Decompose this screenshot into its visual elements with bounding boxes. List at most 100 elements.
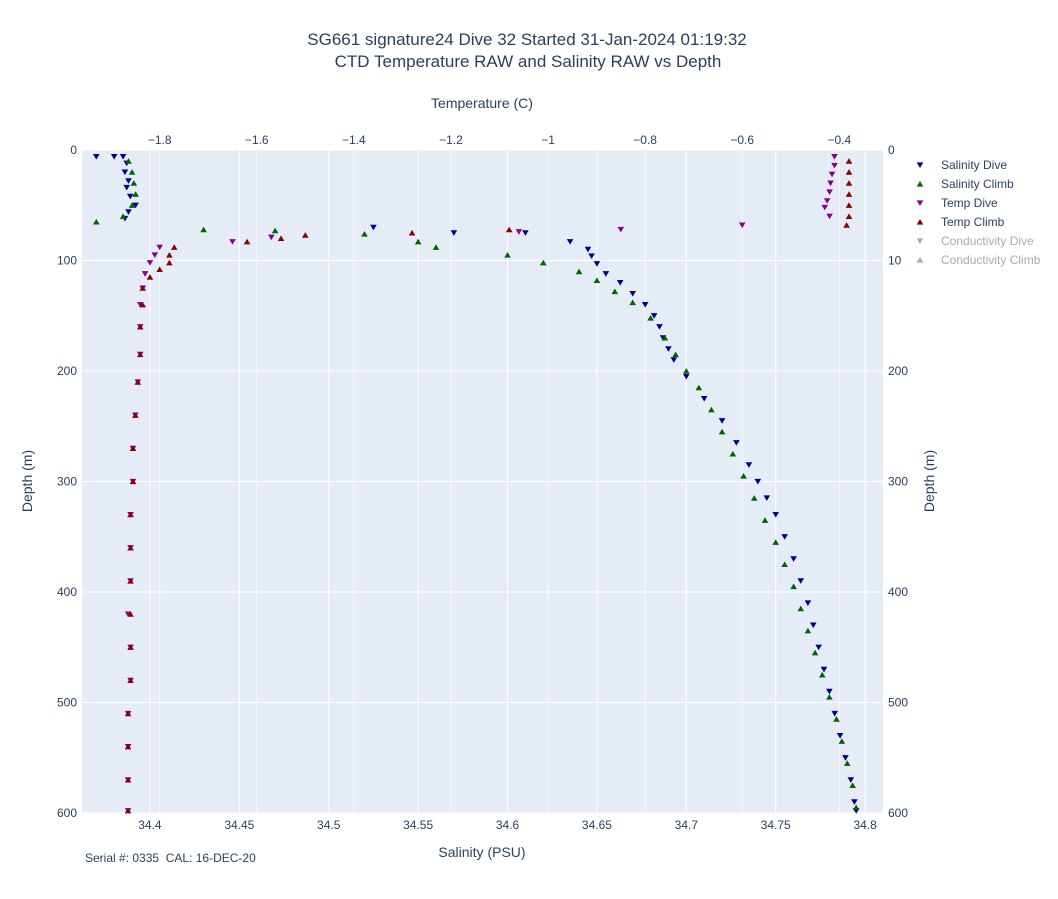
data-point — [740, 473, 747, 479]
y-left-tick-label: 100 — [57, 254, 77, 268]
x-bottom-tick-label: 34.55 — [403, 818, 433, 832]
x-top-tick-label: −1.6 — [245, 133, 269, 147]
data-point — [797, 605, 805, 612]
data-point — [128, 202, 136, 208]
data-point — [139, 285, 146, 291]
data-point — [136, 351, 144, 358]
data-point — [804, 600, 812, 607]
series-temp-climb — [124, 158, 853, 814]
y-left-tick-label: 600 — [57, 806, 77, 820]
data-point — [588, 253, 595, 260]
x-top-tick-label: −0.6 — [730, 133, 754, 147]
data-point — [833, 716, 840, 722]
data-point — [761, 517, 769, 523]
data-point — [826, 213, 833, 220]
data-point — [847, 777, 855, 783]
legend-marker — [916, 181, 924, 187]
data-point — [505, 226, 513, 233]
data-point — [617, 226, 625, 233]
data-point — [134, 379, 142, 385]
data-point — [852, 804, 860, 811]
legend-label: Salinity Dive — [941, 158, 1007, 172]
data-point — [170, 244, 178, 250]
data-point — [370, 224, 377, 231]
legend-marker — [916, 257, 924, 263]
x-bottom-tick-label: 34.75 — [761, 818, 791, 832]
data-point — [781, 561, 788, 568]
data-point — [656, 324, 663, 330]
data-point — [127, 577, 134, 584]
data-point — [125, 158, 132, 164]
data-point — [121, 169, 129, 176]
legend-item[interactable]: Conductivity Dive — [916, 234, 1034, 248]
data-point — [146, 274, 154, 280]
data-point — [647, 314, 654, 321]
data-point — [124, 776, 132, 783]
data-point — [130, 180, 138, 186]
y-axis-left-title: Depth (m) — [19, 450, 35, 512]
data-point — [432, 244, 440, 250]
data-point — [166, 252, 173, 258]
data-point — [708, 406, 715, 413]
data-point — [124, 710, 132, 717]
data-point — [450, 230, 458, 236]
data-point — [616, 279, 624, 286]
data-point — [414, 238, 422, 245]
data-point — [110, 153, 118, 160]
data-point — [128, 169, 136, 175]
data-point — [849, 782, 856, 789]
data-point — [124, 743, 132, 750]
y-right-tick-label: 500 — [888, 696, 908, 710]
legend-item[interactable]: Salinity Climb — [916, 177, 1014, 191]
data-point — [136, 323, 144, 330]
data-point — [515, 229, 523, 235]
ticks-layer: 34.4 34.45 34.5 34.55 34.6 34.65 34.7 34.75 34.8… — [57, 133, 908, 832]
data-point — [695, 384, 703, 391]
series-salinity-dive — [93, 153, 860, 814]
x-bottom-tick-label: 34.65 — [582, 818, 612, 832]
data-point — [641, 302, 649, 308]
legend-label: Conductivity Climb — [941, 253, 1041, 267]
legend-marker — [916, 200, 924, 206]
data-point — [93, 153, 100, 160]
y-left-tick-label: 300 — [57, 475, 77, 489]
data-point — [851, 799, 858, 805]
data-point — [745, 462, 753, 468]
data-point — [229, 239, 236, 245]
y-left-tick-label: 500 — [57, 696, 77, 710]
data-point — [836, 733, 844, 739]
data-point — [842, 755, 849, 761]
data-point — [661, 334, 669, 341]
legend-item[interactable]: Conductivity Climb — [916, 253, 1041, 267]
y-left-tick-label: 400 — [57, 585, 77, 599]
x-bottom-tick-label: 34.5 — [317, 818, 341, 832]
data-point — [790, 583, 797, 590]
data-point — [826, 189, 833, 195]
data-point — [629, 299, 636, 306]
data-point — [127, 611, 134, 617]
data-point — [277, 235, 285, 242]
legend-item[interactable]: Temp Climb — [916, 215, 1005, 229]
data-point — [504, 252, 511, 258]
data-point — [838, 738, 846, 744]
data-point — [127, 644, 134, 650]
data-point — [820, 666, 828, 673]
data-point — [845, 202, 853, 208]
data-point — [132, 202, 139, 209]
data-point — [124, 807, 132, 814]
data-point — [127, 677, 134, 684]
data-point — [156, 266, 163, 272]
y-right-tick-label: 600 — [888, 806, 908, 820]
legend-label: Temp Climb — [941, 215, 1005, 229]
data-point — [166, 259, 173, 266]
data-point — [672, 351, 679, 358]
legend-item[interactable]: Temp Dive — [916, 196, 998, 210]
data-point — [831, 710, 839, 717]
x-top-tick-label: −0.4 — [827, 133, 851, 147]
data-point — [750, 495, 758, 501]
data-point — [302, 232, 309, 238]
legend-item[interactable]: Salinity Dive — [916, 158, 1008, 172]
legend-marker — [916, 238, 924, 244]
data-point — [127, 544, 134, 551]
